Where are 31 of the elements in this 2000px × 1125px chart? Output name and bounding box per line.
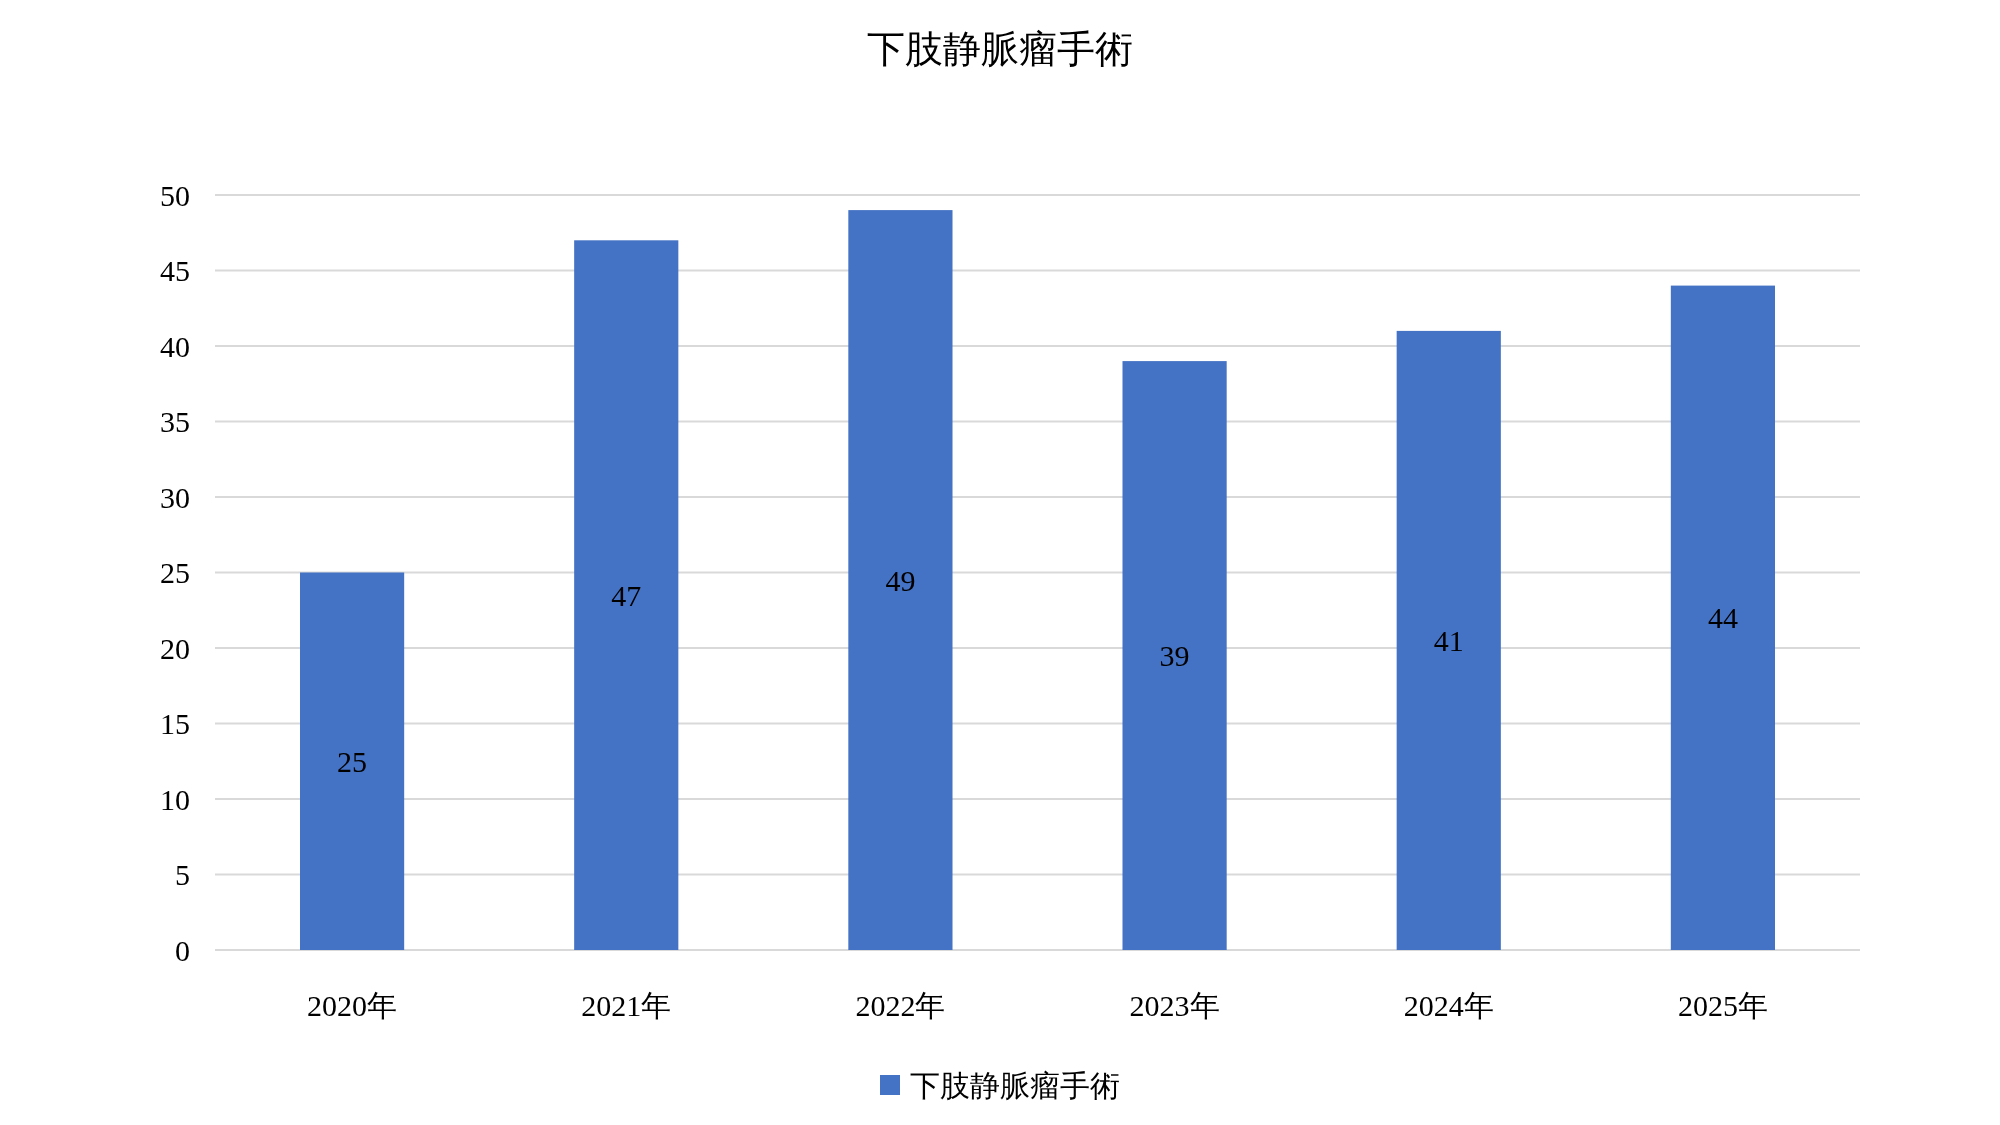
y-tick-label: 40	[160, 329, 190, 363]
x-tick-label: 2021年	[581, 988, 672, 1022]
bar	[1122, 361, 1227, 950]
y-tick-label: 50	[160, 178, 190, 212]
y-tick-label: 45	[160, 254, 190, 287]
y-tick-label: 15	[160, 707, 190, 740]
bar	[574, 240, 679, 950]
bar	[848, 210, 953, 950]
data-label: 44	[1707, 601, 1738, 635]
x-tick-label: 2020年	[307, 988, 398, 1022]
y-tick-label: 30	[160, 480, 190, 514]
bar	[1670, 285, 1775, 950]
x-tick-label: 2023年	[1129, 988, 1220, 1022]
y-tick-label: 0	[175, 933, 190, 967]
x-tick-label: 2024年	[1403, 988, 1494, 1022]
data-label: 47	[611, 578, 642, 612]
data-label: 49	[885, 563, 916, 597]
x-tick-label: 2025年	[1677, 988, 1768, 1022]
y-tick-label: 10	[160, 782, 190, 816]
chart-title: 下肢静脈瘤手術	[867, 28, 1133, 70]
y-tick-label: 5	[175, 858, 190, 891]
bar	[299, 572, 405, 950]
bar	[1396, 330, 1501, 950]
y-tick-label: 35	[160, 405, 190, 438]
legend: 下肢静脈瘤手術	[880, 1068, 1120, 1102]
data-label: 41	[1433, 623, 1464, 657]
y-tick-label: 25	[160, 556, 190, 589]
data-label: 25	[337, 744, 368, 778]
x-tick-label: 2022年	[855, 988, 946, 1022]
data-label: 39	[1159, 639, 1190, 673]
y-tick-label: 20	[160, 631, 190, 665]
